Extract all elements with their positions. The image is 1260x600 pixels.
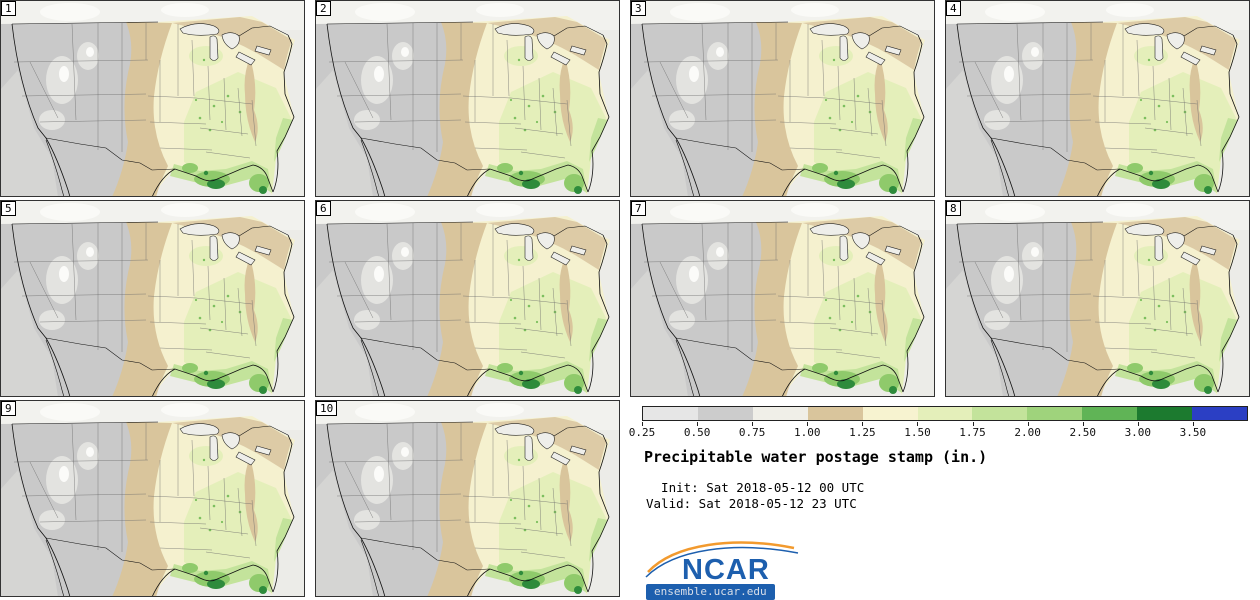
map-panel-5: 5 [0,200,305,397]
panel-number: 5 [1,201,16,216]
map-panel-4: 4 [945,0,1250,197]
map-panel-3: 3 [630,0,935,197]
panel-number: 4 [946,1,961,16]
precipitable-water-map [630,0,935,197]
colorbar-segment [752,407,808,420]
colorbar-segments [643,407,1247,420]
colorbar [642,406,1248,421]
init-time: Init: Sat 2018-05-12 00 UTC [646,480,865,495]
map-panel-2: 2 [315,0,620,197]
colorbar-tick-mark [1192,422,1194,426]
colorbar-tick-mark [972,422,974,426]
colorbar-tick-label: 3.00 [1124,426,1152,439]
colorbar-tick-label: 3.50 [1179,426,1207,439]
map-panel-10: 10 [315,400,620,597]
precipitable-water-map [315,0,620,197]
colorbar-segment [1027,407,1083,420]
colorbar-tick-mark [1082,422,1084,426]
colorbar-tick-label: 1.75 [959,426,986,439]
colorbar-tick-mark [697,422,699,426]
map-panel-1: 1 [0,0,305,197]
map-panel-7: 7 [630,200,935,397]
colorbar-tick-label: 0.75 [738,426,766,439]
colorbar-tick-label: 1.00 [794,426,821,439]
panel-number: 9 [1,401,16,416]
logo-wordmark: NCAR [682,554,770,582]
colorbar-segment [643,407,698,420]
map-panel-8: 8 [945,200,1250,397]
colorbar-tick-mark [752,422,754,426]
colorbar-tick-label: 2.00 [1014,426,1041,439]
ncar-logo: NCAR [645,541,799,582]
map-panel-6: 6 [315,200,620,397]
logo-swoosh-icon [647,541,795,573]
panel-number: 8 [946,201,961,216]
colorbar-segment [862,407,918,420]
colorbar-tick-mark [642,422,643,426]
panel-number: 6 [316,201,331,216]
colorbar-segment [807,407,863,420]
precipitable-water-map [0,400,305,597]
colorbar-tick-mark [1027,422,1029,426]
colorbar-segment [972,407,1028,420]
colorbar-segment [1192,407,1247,420]
panel-number: 10 [316,401,338,416]
colorbar-segment [917,407,973,420]
figure-title: Precipitable water postage stamp (in.) [644,448,988,466]
colorbar-tick-mark [807,422,809,426]
precipitable-water-map [945,0,1250,197]
valid-time: Valid: Sat 2018-05-12 23 UTC [646,496,857,511]
site-url: ensemble.ucar.edu [646,584,775,600]
precipitable-water-map [315,400,620,597]
panel-number: 2 [316,1,331,16]
colorbar-tick-label: 1.25 [849,426,876,439]
colorbar-tick-mark [1137,422,1139,426]
colorbar-tick-label: 0.50 [683,426,711,439]
legend-block: 0.25 0.50 0.75 1.00 1.25 1.50 1.75 2.00 2.50 3.00… [629,400,1260,600]
panel-number: 7 [631,201,646,216]
precipitable-water-map [0,200,305,397]
panel-number: 1 [1,1,16,16]
precipitable-water-map [0,0,305,197]
colorbar-tick-label: 0.25 [628,426,656,439]
map-panel-9: 9 [0,400,305,597]
precipitable-water-map [945,200,1250,397]
colorbar-tick-label: 2.50 [1069,426,1096,439]
colorbar-segment [1137,407,1193,420]
colorbar-tick-label: 1.50 [904,426,931,439]
logo-swoosh-blue-icon [645,546,799,578]
colorbar-tick-mark [862,422,864,426]
colorbar-segment [1082,407,1138,420]
precipitable-water-map [630,200,935,397]
panel-number: 3 [631,1,646,16]
colorbar-ticks: 0.25 0.50 0.75 1.00 1.25 1.50 1.75 2.00 2.50 3.00… [629,422,1248,440]
precipitable-water-map [315,200,620,397]
colorbar-tick-mark [917,422,919,426]
colorbar-segment [697,407,753,420]
